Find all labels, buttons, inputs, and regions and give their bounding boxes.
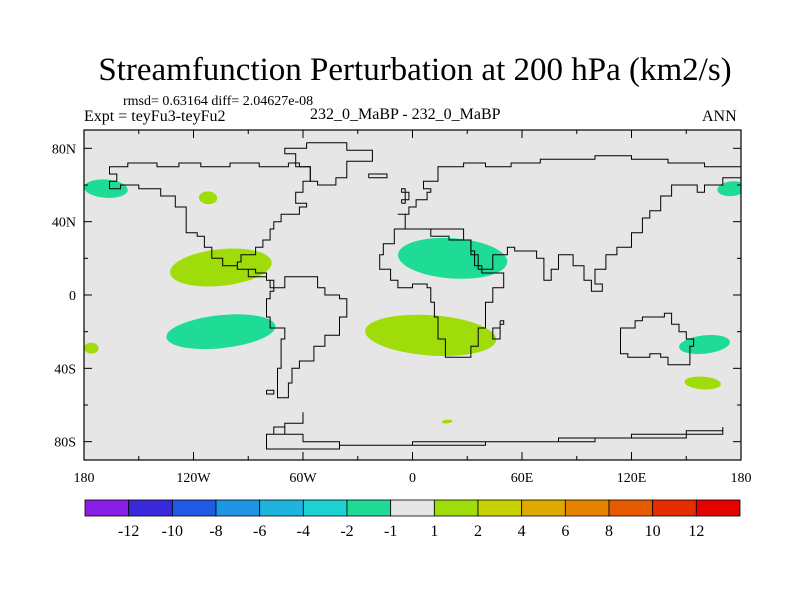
x-tick-label: 180 [74, 471, 95, 486]
colorbar-box [171, 499, 217, 517]
x-tick-label: 180 [731, 471, 752, 486]
coastline [620, 312, 695, 366]
y-tick-label: 80N [52, 142, 76, 157]
colorbar-box [564, 499, 610, 517]
colorbar-box [390, 499, 435, 517]
y-tick-label: 0 [69, 289, 76, 304]
coastline [379, 228, 505, 358]
rmsd-diff-stats: rmsd= 0.63164 diff= 2.04627e-08 [123, 94, 314, 109]
plot-background [84, 130, 741, 460]
colorbar-box [652, 499, 697, 517]
coastline [284, 142, 373, 186]
anomaly-region [84, 342, 99, 354]
x-tick-label: 60W [289, 471, 317, 486]
anomaly-region [684, 376, 721, 390]
chart-title: Streamfunction Perturbation at 200 hPa (… [98, 52, 732, 88]
colorbar-label: 10 [645, 523, 661, 540]
colorbar-box [259, 499, 304, 517]
colorbar-label: -6 [253, 523, 266, 540]
coastline-layer [109, 142, 741, 450]
x-tick-label: 60E [511, 471, 534, 486]
anomaly-region [679, 335, 730, 354]
colorbar-box [128, 499, 173, 517]
y-tick-label: 40S [54, 362, 76, 377]
season-label: ANN [702, 108, 737, 125]
colorbar-box [215, 499, 261, 517]
colorbar-box [433, 499, 479, 517]
coastline [394, 155, 741, 292]
x-tick-label: 0 [409, 471, 416, 486]
coastline [492, 320, 505, 340]
anomaly-layer [84, 179, 741, 424]
colorbar-label: 6 [561, 523, 569, 540]
colorbar-label: 8 [605, 523, 613, 540]
anomaly-region [198, 191, 218, 205]
colorbar-label: -8 [209, 523, 222, 540]
x-tick-label: 120E [617, 471, 647, 486]
colorbar-label: -1 [384, 523, 397, 540]
colorbar-box [84, 499, 130, 517]
colorbar-box [346, 499, 392, 517]
colorbar-box [477, 499, 523, 517]
anomaly-region [441, 419, 453, 424]
colorbar-label: -2 [340, 523, 353, 540]
colorbar-label: -10 [162, 523, 183, 540]
y-tick-label: 40N [52, 216, 76, 231]
y-tick-label: 80S [54, 436, 76, 451]
coastline [109, 162, 348, 399]
coastline [266, 412, 724, 450]
experiment-label: Expt = teyFu3-teyFu2 [84, 108, 226, 125]
colorbar-box [521, 499, 566, 517]
axis-layer: 180 120W 60W 0 60E 120E 180 80N 40N 0 40S 80S [52, 130, 752, 486]
colorbar-box [695, 499, 741, 517]
colorbar: -12 -10 -8 -6 -4 -2 -1 1 2 4 6 8 10 12 [84, 499, 741, 540]
anomaly-region [166, 314, 276, 350]
x-tick-label: 120W [176, 471, 211, 486]
anomaly-region [170, 248, 272, 287]
colorbar-label: 12 [688, 523, 704, 540]
colorbar-label: 1 [430, 523, 438, 540]
colorbar-label: -12 [118, 523, 139, 540]
colorbar-label: 2 [474, 523, 482, 540]
colorbar-label: 4 [518, 523, 526, 540]
case-label: 232_0_MaBP - 232_0_MaBP [310, 106, 501, 123]
colorbar-box [302, 499, 348, 517]
anomaly-region [84, 179, 128, 198]
coastline [401, 188, 410, 204]
coastline [266, 389, 275, 395]
coastline [368, 173, 388, 179]
anomaly-region [365, 314, 497, 356]
colorbar-label: -4 [297, 523, 310, 540]
colorbar-box [608, 499, 654, 517]
anomaly-region [398, 237, 508, 279]
